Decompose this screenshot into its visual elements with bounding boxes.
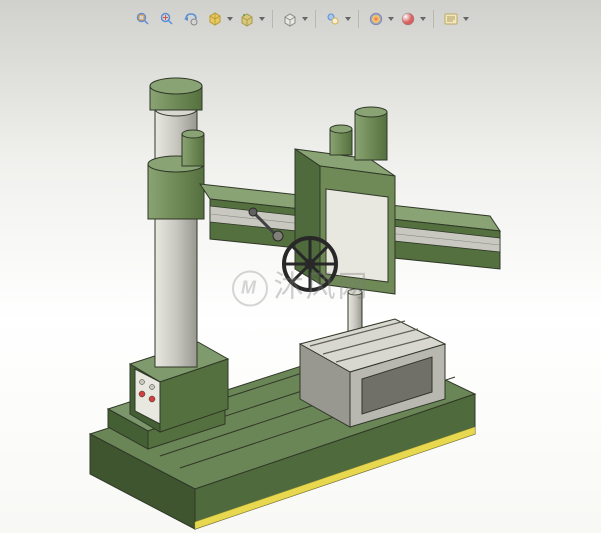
view-orientation-button[interactable] [236, 8, 258, 30]
view-orientation-dropdown[interactable] [258, 17, 266, 21]
hide-show-button[interactable] [322, 8, 344, 30]
display-style-dropdown[interactable] [301, 17, 309, 21]
apply-scene-button[interactable] [397, 8, 419, 30]
view-settings-icon [443, 11, 459, 27]
apply-scene-icon [400, 11, 416, 27]
display-style-icon [282, 11, 298, 27]
edit-appearance-icon [368, 11, 384, 27]
toolbar-separator [272, 10, 273, 28]
edit-appearance-button[interactable] [365, 8, 387, 30]
view-orientation-icon [239, 11, 255, 27]
previous-view-button[interactable] [180, 8, 202, 30]
hide-show-icon [325, 11, 341, 27]
zoom-to-area-icon [159, 11, 175, 27]
edit-appearance-dropdown[interactable] [387, 17, 395, 21]
view-toolbar [0, 4, 601, 34]
zoom-to-fit-button[interactable] [132, 8, 154, 30]
apply-scene-dropdown[interactable] [419, 17, 427, 21]
section-view-icon [207, 11, 223, 27]
toolbar-separator [315, 10, 316, 28]
toolbar-separator [358, 10, 359, 28]
graphics-viewport[interactable]: M沐风网 [0, 34, 601, 533]
app-window: M沐风网 [0, 0, 601, 533]
zoom-to-fit-icon [135, 11, 151, 27]
section-view-dropdown[interactable] [226, 17, 234, 21]
hide-show-dropdown[interactable] [344, 17, 352, 21]
zoom-to-area-button[interactable] [156, 8, 178, 30]
previous-view-icon [183, 11, 199, 27]
section-view-button[interactable] [204, 8, 226, 30]
display-style-button[interactable] [279, 8, 301, 30]
view-settings-dropdown[interactable] [462, 17, 470, 21]
view-settings-button[interactable] [440, 8, 462, 30]
cad-model [0, 34, 601, 533]
toolbar-separator [433, 10, 434, 28]
